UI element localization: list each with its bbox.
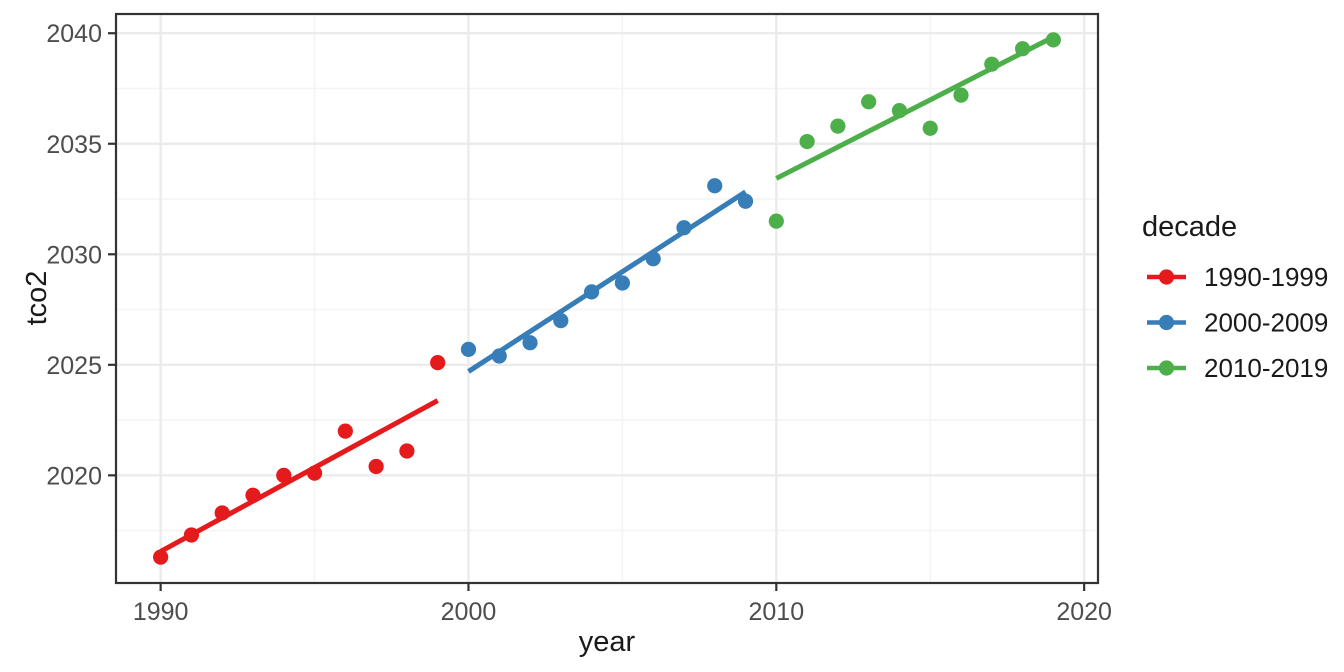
- axis-tick-labels: 1990 2000 2010 2020 2020 2025 2030 2035 2040: [46, 20, 1112, 626]
- data-point: [553, 313, 569, 329]
- data-point: [645, 251, 661, 267]
- data-point: [153, 549, 169, 565]
- x-tick-label: 2020: [1056, 598, 1112, 626]
- y-axis-title: tco2: [21, 271, 53, 326]
- data-point: [245, 487, 261, 503]
- data-point: [676, 220, 692, 236]
- data-point: [491, 348, 507, 364]
- data-point: [830, 118, 846, 134]
- grid-major: [116, 14, 1098, 583]
- legend-title: decade: [1142, 211, 1237, 243]
- legend-item: 2010-2019: [1147, 353, 1328, 383]
- x-tick-label: 2000: [441, 598, 497, 626]
- legend-key-dot: [1158, 314, 1175, 331]
- data-point: [460, 341, 477, 357]
- data-point: [707, 178, 723, 194]
- data-point: [337, 423, 353, 439]
- data-point: [861, 94, 877, 110]
- grid-minor: [116, 14, 1098, 583]
- legend-key-dot: [1158, 269, 1175, 285]
- legend-key-dot: [1158, 360, 1175, 376]
- data-point: [276, 467, 292, 483]
- series-1990-1999: [153, 355, 446, 565]
- y-tick-label: 2025: [46, 352, 102, 380]
- series-2000-2009: [460, 178, 754, 374]
- y-tick-label: 2040: [46, 20, 102, 48]
- data-point: [799, 133, 815, 150]
- data-point: [953, 87, 969, 103]
- data-point: [522, 335, 538, 351]
- data-point: [214, 505, 230, 521]
- series-layer: [153, 32, 1061, 565]
- data-point: [368, 458, 384, 475]
- panel-border-layer: [114, 12, 1100, 585]
- panel-border: [114, 12, 1100, 585]
- data-point: [891, 103, 908, 119]
- y-tick-label: 2020: [46, 462, 102, 490]
- y-tick-label: 2030: [46, 241, 102, 269]
- data-point: [922, 120, 938, 136]
- legend-item: 1990-1999: [1147, 262, 1328, 292]
- data-point: [183, 527, 200, 543]
- trend-line: [775, 34, 1055, 181]
- data-point: [1014, 41, 1031, 57]
- data-point: [984, 56, 1000, 72]
- y-tick-label: 2035: [46, 131, 102, 159]
- data-point: [1045, 32, 1061, 48]
- data-point: [306, 465, 323, 481]
- legend-item-label: 1990-1999: [1204, 262, 1328, 292]
- axis-ticks: [108, 32, 1086, 591]
- trend-line: [467, 189, 747, 374]
- x-tick-label: 1990: [133, 598, 189, 626]
- x-axis-title: year: [579, 626, 636, 658]
- data-point: [584, 284, 600, 300]
- legend-item: 2000-2009: [1147, 308, 1328, 338]
- data-point: [737, 193, 754, 209]
- data-point: [768, 213, 784, 229]
- legend-item-label: 2000-2009: [1204, 308, 1328, 338]
- data-point: [430, 355, 446, 371]
- trend-line: [159, 398, 439, 554]
- data-point: [614, 275, 630, 291]
- legend-item-label: 2010-2019: [1204, 353, 1328, 383]
- x-tick-label: 2010: [748, 598, 804, 626]
- legend: decade 1990-1999 2000-2009 2010-2019: [1142, 211, 1328, 383]
- data-point: [399, 443, 415, 459]
- series-2010-2019: [768, 32, 1061, 229]
